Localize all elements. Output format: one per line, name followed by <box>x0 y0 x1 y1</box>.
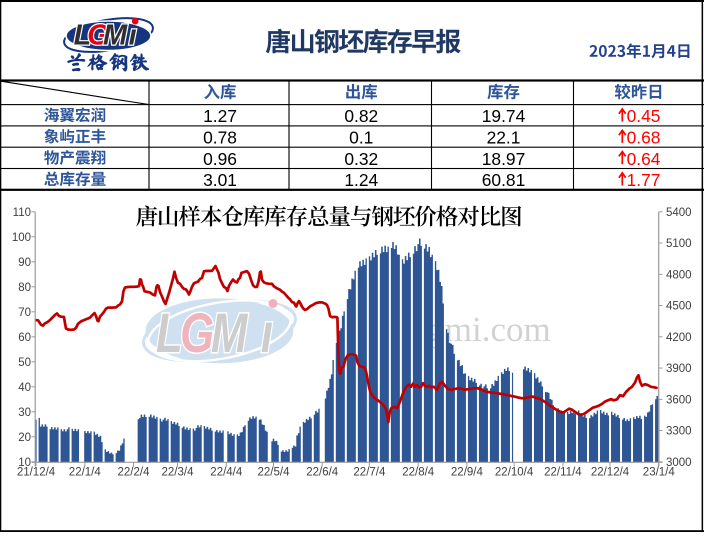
svg-text:0.82: 0.82 <box>344 106 378 126</box>
svg-text:22/1/4: 22/1/4 <box>69 466 102 478</box>
svg-text:L: L <box>156 302 183 364</box>
svg-text:18.97: 18.97 <box>482 149 526 169</box>
svg-text:1.24: 1.24 <box>344 170 378 190</box>
svg-text:0.1: 0.1 <box>349 128 373 148</box>
svg-text:22/4/4: 22/4/4 <box>210 466 243 478</box>
svg-text:ı: ı <box>261 302 273 364</box>
svg-text:22/9/4: 22/9/4 <box>451 466 484 478</box>
svg-text:22/12/4: 22/12/4 <box>591 466 630 478</box>
svg-text:M: M <box>211 302 248 364</box>
svg-text:3300: 3300 <box>666 426 692 438</box>
svg-text:3.01: 3.01 <box>203 170 237 190</box>
svg-text:gmi.com: gmi.com <box>427 310 550 349</box>
svg-text:10: 10 <box>18 457 31 469</box>
svg-text:4800: 4800 <box>666 269 692 281</box>
svg-text:22/7/4: 22/7/4 <box>353 466 386 478</box>
svg-text:100: 100 <box>12 232 31 244</box>
svg-text:22.1: 22.1 <box>487 128 521 148</box>
svg-text:3600: 3600 <box>666 394 692 406</box>
svg-text:22/8/4: 22/8/4 <box>402 466 435 478</box>
svg-text:90: 90 <box>18 257 31 269</box>
svg-text:L: L <box>74 20 92 52</box>
svg-text:0.78: 0.78 <box>203 128 237 148</box>
svg-text:70: 70 <box>18 307 31 319</box>
svg-text:0.32: 0.32 <box>344 149 378 169</box>
svg-text:22/10/4: 22/10/4 <box>495 466 534 478</box>
svg-text:22/6/4: 22/6/4 <box>306 466 339 478</box>
svg-text:30: 30 <box>18 407 31 419</box>
svg-text:ı: ı <box>129 20 137 52</box>
svg-text:0.96: 0.96 <box>203 149 237 169</box>
svg-text:0.45: 0.45 <box>627 106 661 126</box>
svg-text:3000: 3000 <box>666 457 692 469</box>
svg-text:20: 20 <box>18 432 31 444</box>
svg-text:0.64: 0.64 <box>627 149 661 169</box>
svg-text:21/12/4: 21/12/4 <box>17 466 56 478</box>
svg-text:4500: 4500 <box>666 301 692 313</box>
svg-text:1.77: 1.77 <box>627 170 661 190</box>
svg-text:40: 40 <box>18 382 31 394</box>
svg-text:22/5/4: 22/5/4 <box>258 466 291 478</box>
svg-text:5100: 5100 <box>666 238 692 250</box>
svg-text:50: 50 <box>18 357 31 369</box>
svg-text:22/3/4: 22/3/4 <box>162 466 195 478</box>
svg-text:60.81: 60.81 <box>482 170 526 190</box>
svg-text:3900: 3900 <box>666 363 692 375</box>
svg-text:80: 80 <box>18 282 31 294</box>
svg-text:110: 110 <box>13 207 31 219</box>
svg-text:G: G <box>87 20 110 52</box>
svg-text:G: G <box>180 302 214 364</box>
svg-text:4200: 4200 <box>666 332 692 344</box>
svg-text:19.74: 19.74 <box>482 106 526 126</box>
svg-text:22/11/4: 22/11/4 <box>544 466 582 478</box>
svg-text:22/2/4: 22/2/4 <box>118 466 151 478</box>
svg-text:M: M <box>103 20 128 52</box>
svg-text:23/1/4: 23/1/4 <box>643 466 676 478</box>
svg-text:5400: 5400 <box>666 207 692 219</box>
svg-text:1.27: 1.27 <box>203 106 237 126</box>
svg-text:60: 60 <box>18 332 31 344</box>
svg-text:0.68: 0.68 <box>627 128 661 148</box>
